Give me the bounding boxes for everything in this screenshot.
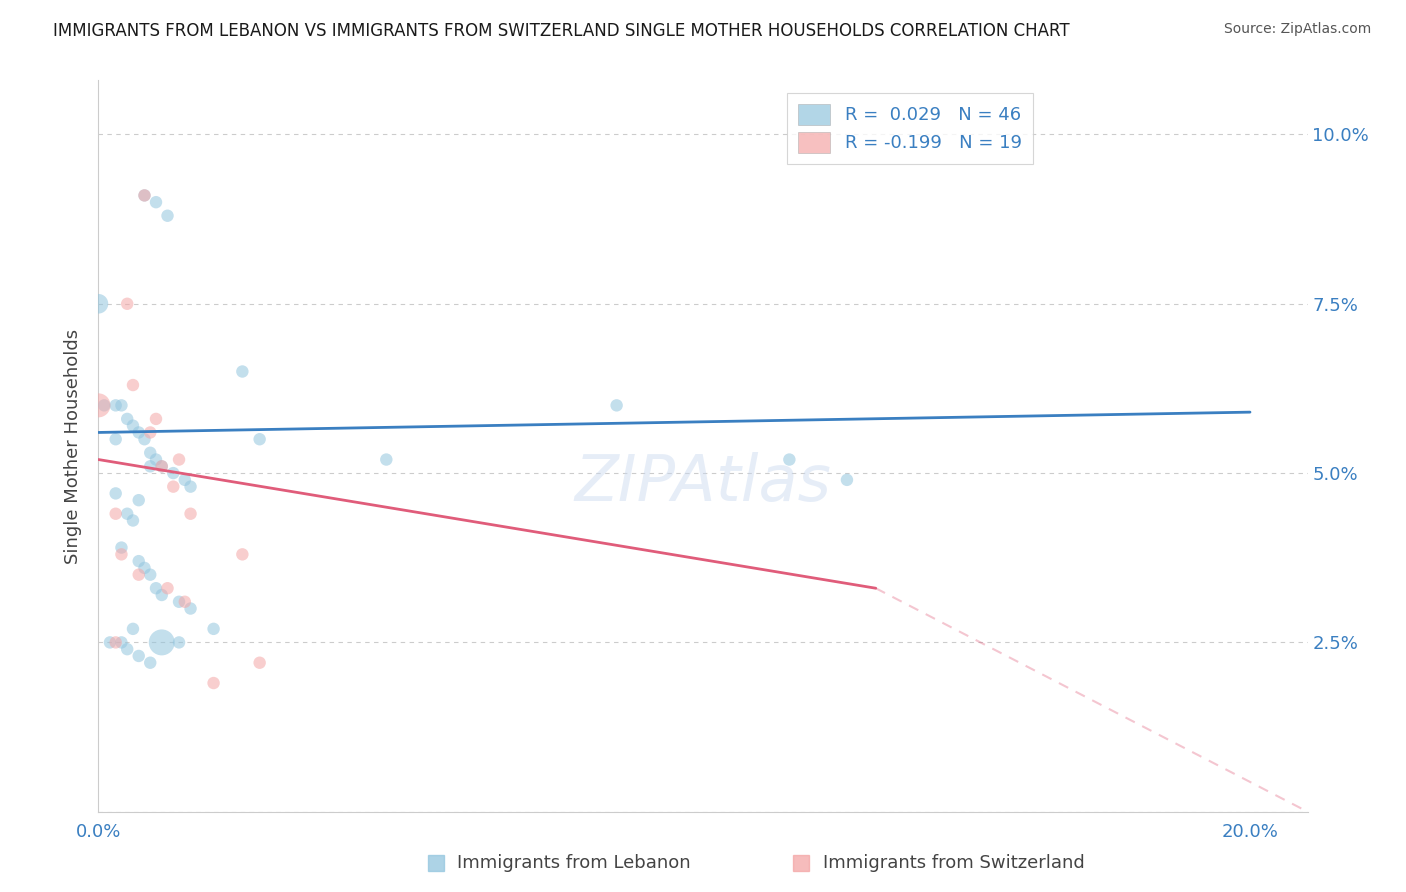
Point	[835, 473, 858, 487]
Point	[104, 432, 127, 446]
Point	[87, 297, 110, 311]
Y-axis label: Single Mother Households: Single Mother Households	[65, 328, 83, 564]
Point	[104, 398, 127, 412]
Point	[162, 480, 184, 494]
Point	[150, 459, 173, 474]
Point	[134, 432, 156, 446]
Point	[128, 554, 150, 568]
Point	[162, 466, 184, 480]
Point	[115, 297, 138, 311]
Point	[122, 378, 145, 392]
Point	[173, 473, 195, 487]
Point	[128, 648, 150, 663]
Point	[122, 514, 145, 528]
Point	[167, 595, 190, 609]
Text: Immigrants from Lebanon: Immigrants from Lebanon	[457, 854, 690, 871]
Point	[115, 507, 138, 521]
Point	[173, 595, 195, 609]
Point	[202, 622, 225, 636]
Point	[150, 588, 173, 602]
Point	[150, 459, 173, 474]
Point	[139, 567, 162, 582]
Point	[110, 635, 132, 649]
Point	[150, 635, 173, 649]
Point	[249, 656, 271, 670]
Point	[134, 188, 156, 202]
Text: Immigrants from Switzerland: Immigrants from Switzerland	[823, 854, 1084, 871]
Point	[87, 398, 110, 412]
Point	[778, 452, 800, 467]
Point	[139, 459, 162, 474]
Point	[156, 209, 179, 223]
Point	[606, 398, 628, 412]
Point	[139, 446, 162, 460]
Text: ZIPAtlas: ZIPAtlas	[575, 451, 831, 514]
Point	[110, 547, 132, 561]
Point	[122, 418, 145, 433]
Point	[156, 581, 179, 595]
Point	[98, 635, 121, 649]
Point	[134, 188, 156, 202]
Point	[249, 432, 271, 446]
Point	[115, 642, 138, 657]
Legend: R =  0.029   N = 46, R = -0.199   N = 19: R = 0.029 N = 46, R = -0.199 N = 19	[787, 93, 1032, 163]
Point	[139, 425, 162, 440]
Point	[167, 635, 190, 649]
Point	[231, 547, 253, 561]
Point	[128, 567, 150, 582]
Text: IMMIGRANTS FROM LEBANON VS IMMIGRANTS FROM SWITZERLAND SINGLE MOTHER HOUSEHOLDS : IMMIGRANTS FROM LEBANON VS IMMIGRANTS FR…	[53, 22, 1070, 40]
Point	[180, 601, 202, 615]
Point	[231, 364, 253, 378]
Point	[167, 452, 190, 467]
Point	[110, 541, 132, 555]
Point	[128, 425, 150, 440]
Point	[110, 398, 132, 412]
Point	[145, 412, 167, 426]
Point	[128, 493, 150, 508]
Point	[145, 195, 167, 210]
Point	[134, 561, 156, 575]
Point	[139, 656, 162, 670]
Point	[115, 412, 138, 426]
Point	[145, 452, 167, 467]
Point	[202, 676, 225, 690]
Text: Source: ZipAtlas.com: Source: ZipAtlas.com	[1223, 22, 1371, 37]
Point	[122, 622, 145, 636]
Point	[145, 581, 167, 595]
Point	[104, 635, 127, 649]
Point	[375, 452, 398, 467]
Point	[104, 507, 127, 521]
Point	[180, 480, 202, 494]
Point	[180, 507, 202, 521]
Point	[93, 398, 115, 412]
Point	[104, 486, 127, 500]
